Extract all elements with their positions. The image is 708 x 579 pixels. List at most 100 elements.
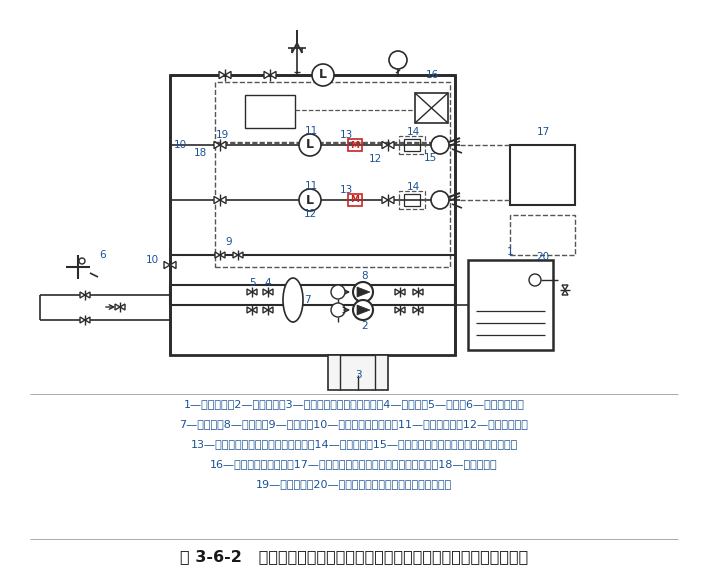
Polygon shape	[413, 307, 418, 313]
Polygon shape	[562, 285, 568, 290]
Polygon shape	[115, 304, 120, 310]
Polygon shape	[220, 252, 225, 258]
Bar	[348, 139, 362, 151]
Circle shape	[331, 303, 345, 317]
Bar	[348, 194, 362, 206]
Polygon shape	[225, 71, 231, 79]
Polygon shape	[418, 289, 423, 295]
Polygon shape	[120, 304, 125, 310]
Polygon shape	[80, 292, 85, 298]
Text: 4: 4	[265, 278, 271, 288]
Polygon shape	[164, 261, 170, 269]
Polygon shape	[400, 289, 405, 295]
Circle shape	[331, 285, 345, 299]
Text: 19: 19	[215, 130, 229, 140]
Polygon shape	[268, 289, 273, 295]
Polygon shape	[170, 261, 176, 269]
Text: 5: 5	[249, 278, 256, 288]
Polygon shape	[247, 307, 252, 313]
Polygon shape	[252, 289, 257, 295]
Circle shape	[290, 290, 295, 295]
Text: 20: 20	[537, 252, 549, 262]
Bar	[170, 75, 455, 355]
Circle shape	[353, 300, 373, 320]
Circle shape	[299, 134, 321, 156]
Text: 11: 11	[304, 181, 318, 191]
Circle shape	[389, 51, 407, 69]
Text: 6: 6	[100, 250, 106, 260]
Text: 7: 7	[304, 295, 310, 305]
Text: 2: 2	[362, 321, 368, 331]
Polygon shape	[388, 196, 394, 204]
Text: 13: 13	[339, 185, 353, 195]
Polygon shape	[382, 141, 388, 149]
Text: 10: 10	[173, 140, 187, 150]
Text: M: M	[350, 141, 360, 149]
Polygon shape	[264, 71, 270, 79]
Bar	[468, 260, 553, 350]
Polygon shape	[263, 289, 268, 295]
Polygon shape	[247, 289, 252, 295]
Polygon shape	[357, 305, 370, 315]
Polygon shape	[395, 307, 400, 313]
Polygon shape	[220, 141, 226, 149]
Polygon shape	[395, 289, 400, 295]
Text: M: M	[350, 196, 360, 204]
Polygon shape	[562, 290, 568, 295]
Text: L: L	[306, 138, 314, 152]
Bar	[404, 194, 420, 206]
Polygon shape	[85, 292, 90, 298]
Ellipse shape	[283, 278, 303, 322]
Text: 13—自动控制阀（电磁阀或电动阀）；14—探测装置；15—自动消防炮／喷射型自动射流灭火装置；: 13—自动控制阀（电磁阀或电动阀）；14—探测装置；15—自动消防炮／喷射型自动…	[190, 439, 518, 449]
Circle shape	[353, 282, 373, 302]
Text: 9: 9	[226, 237, 232, 247]
Polygon shape	[400, 307, 405, 313]
Bar	[328, 355, 388, 390]
Text: 15: 15	[423, 153, 437, 163]
Text: 18: 18	[193, 148, 207, 158]
Polygon shape	[233, 252, 238, 258]
Circle shape	[529, 274, 541, 286]
Circle shape	[79, 258, 85, 264]
Polygon shape	[357, 287, 370, 297]
Text: 16: 16	[426, 70, 439, 80]
Text: 14: 14	[406, 182, 420, 192]
Text: 3: 3	[355, 370, 361, 380]
Circle shape	[299, 189, 321, 211]
Circle shape	[431, 191, 449, 209]
Text: 1: 1	[507, 247, 513, 257]
Bar	[404, 139, 420, 151]
Polygon shape	[80, 317, 85, 323]
Polygon shape	[270, 71, 276, 79]
Polygon shape	[220, 196, 226, 204]
Polygon shape	[214, 196, 220, 204]
Polygon shape	[263, 307, 268, 313]
Text: 10: 10	[145, 255, 159, 265]
Text: 8: 8	[362, 271, 368, 281]
Text: 11: 11	[304, 126, 318, 136]
Text: L: L	[306, 193, 314, 207]
Polygon shape	[85, 317, 90, 323]
Bar	[399, 136, 425, 154]
Bar	[215, 82, 450, 142]
Text: 12: 12	[303, 209, 316, 219]
Polygon shape	[413, 289, 418, 295]
Bar	[415, 93, 448, 123]
Text: 19—供水支管；20—联动控制器（或自动报警系统主机）。: 19—供水支管；20—联动控制器（或自动报警系统主机）。	[256, 479, 452, 489]
Text: 12: 12	[368, 154, 382, 164]
Polygon shape	[219, 71, 225, 79]
Text: L: L	[319, 68, 327, 82]
Circle shape	[312, 64, 334, 86]
Text: 16—模拟末端试水装置；17—控制装置（控制主机、现场控制箱等）；18—供水管网；: 16—模拟末端试水装置；17—控制装置（控制主机、现场控制箱等）；18—供水管网…	[210, 459, 498, 469]
Polygon shape	[382, 196, 388, 204]
Text: 14: 14	[406, 127, 420, 137]
Text: 1—消防水池；2—消防水泵；3—消防水泵／稳压泵控制柜；4—止回阀；5—闸阀；6—水泵接合器；: 1—消防水池；2—消防水泵；3—消防水泵／稳压泵控制柜；4—止回阀；5—闸阀；6…	[183, 399, 525, 409]
Bar	[215, 143, 450, 267]
Bar	[399, 191, 425, 209]
Circle shape	[431, 136, 449, 154]
Bar	[245, 95, 295, 128]
Polygon shape	[252, 307, 257, 313]
Text: 图 3-6-2   自动消防炮灭火系统／喷射型自动射流灭火系统基本组成示意图: 图 3-6-2 自动消防炮灭火系统／喷射型自动射流灭火系统基本组成示意图	[180, 549, 528, 565]
Text: 17: 17	[537, 127, 549, 137]
Bar	[510, 145, 575, 205]
